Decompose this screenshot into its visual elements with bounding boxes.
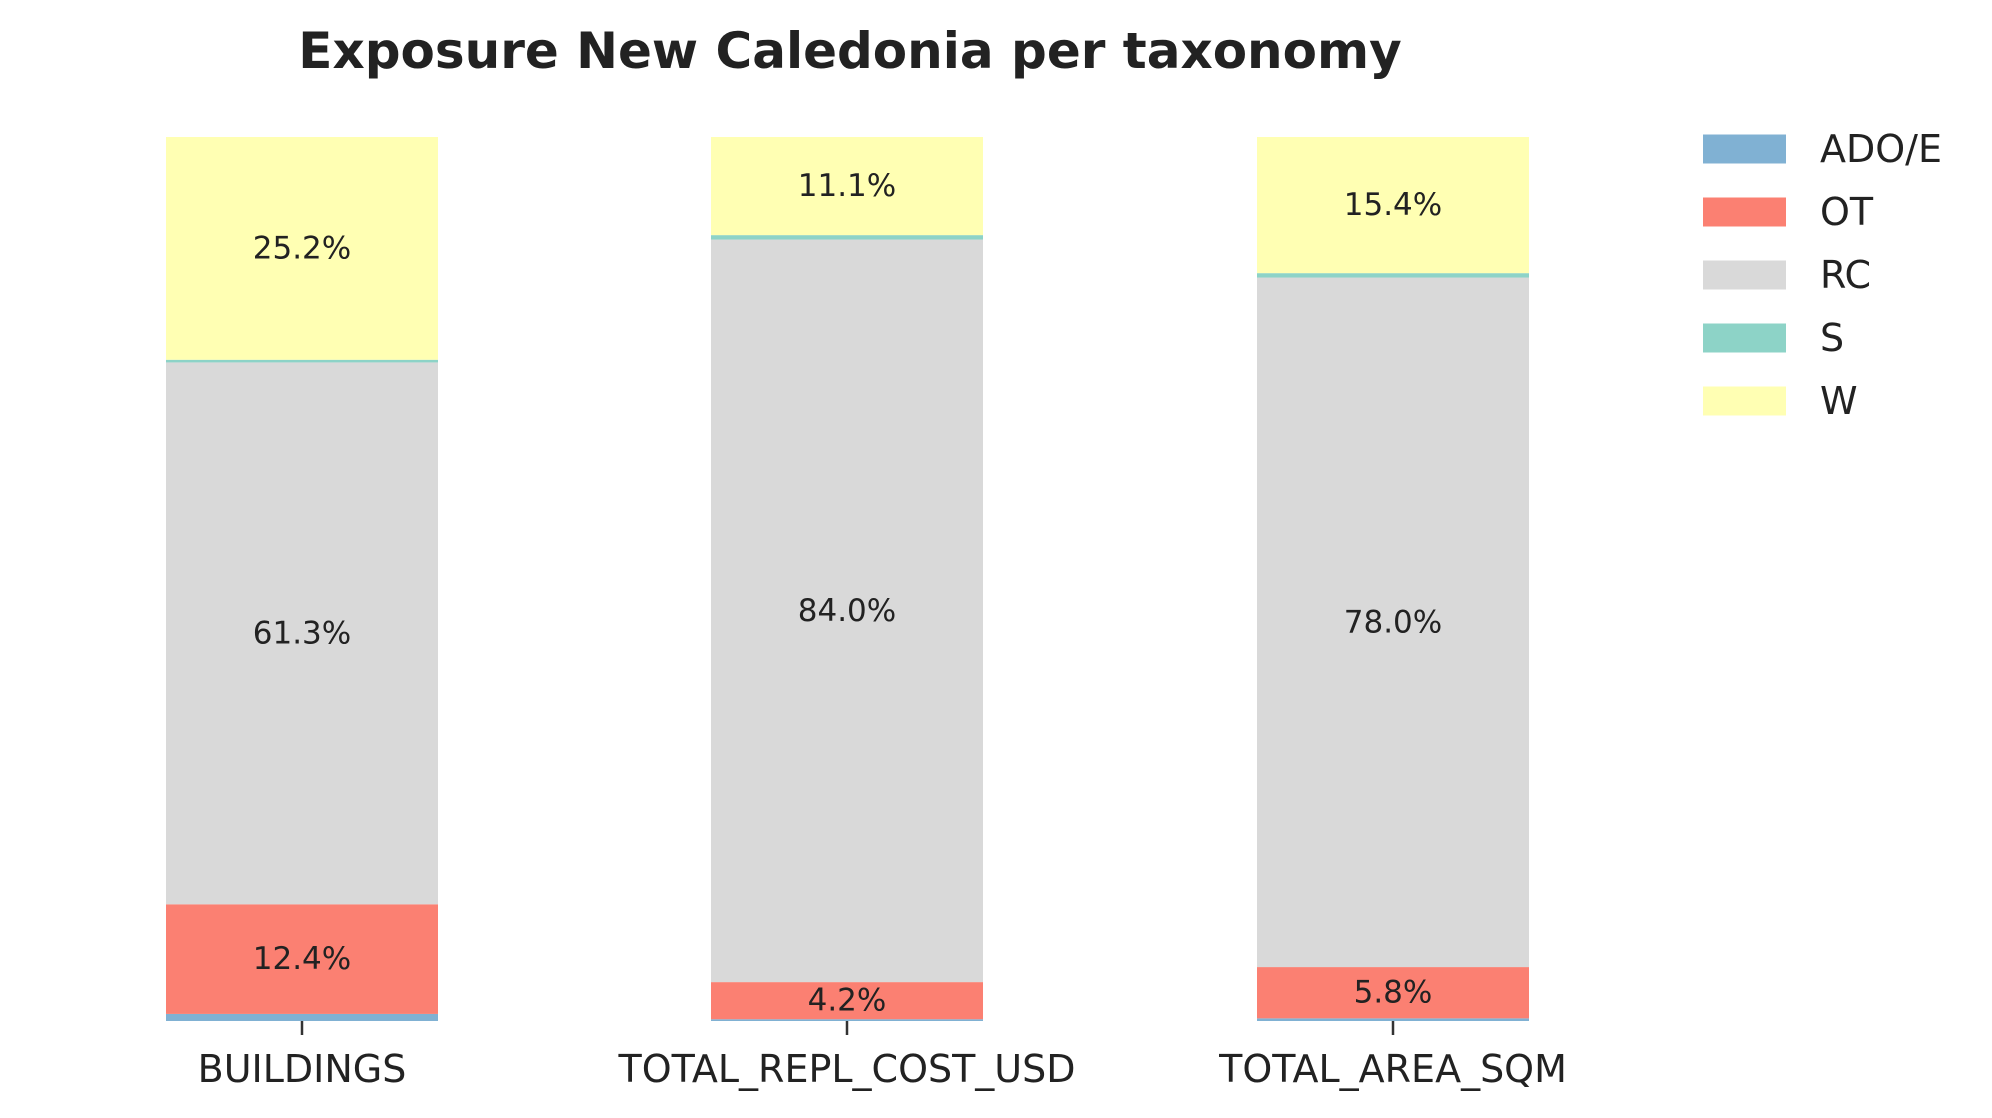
legend-swatch	[1703, 386, 1786, 416]
data-label: 61.3%	[253, 615, 351, 651]
legend-entry: ADO/E	[1703, 127, 1942, 171]
bar-segment	[1257, 967, 1529, 1019]
legend-swatch	[1703, 260, 1786, 290]
bar-segment	[166, 1013, 438, 1021]
x-axis: BUILDINGS TOTAL_REPL_COST_USD TOTAL_AREA_S…	[198, 1021, 1567, 1091]
bar-segment	[711, 1019, 983, 1021]
bar-segment	[166, 137, 438, 360]
bar-segment	[711, 235, 983, 240]
x-tick-label: BUILDINGS	[198, 1047, 407, 1091]
legend-entry: OT	[1703, 190, 1874, 234]
legend-entry: W	[1703, 379, 1858, 423]
legend-label: ADO/E	[1820, 127, 1942, 171]
data-label: 15.4%	[1344, 187, 1442, 223]
legend-swatch	[1703, 197, 1786, 227]
bar-segment	[711, 137, 983, 236]
bars-layer	[166, 137, 1529, 1021]
bar-segment	[711, 982, 983, 1020]
data-label: 84.0%	[798, 593, 896, 629]
legend-swatch	[1703, 323, 1786, 353]
bar-segment	[166, 904, 438, 1014]
data-label: 4.2%	[808, 983, 887, 1019]
data-labels-layer: 12.4% 61.3% 25.2% 4.2% 84.0% 11.1% 5.8% 78.0% 15…	[253, 168, 1442, 1019]
x-tick-label: TOTAL_AREA_SQM	[1218, 1047, 1567, 1091]
legend-entry: RC	[1703, 253, 1871, 297]
bar-segment	[166, 362, 438, 905]
x-tick-label: TOTAL_REPL_COST_USD	[617, 1047, 1075, 1091]
legend: ADO/E OT RC SW	[1703, 127, 1942, 423]
legend-label: S	[1820, 316, 1844, 360]
bar-segment	[1257, 1018, 1529, 1021]
data-label: 5.8%	[1354, 975, 1433, 1011]
legend-label: W	[1820, 379, 1858, 423]
bar-segment	[1257, 137, 1529, 274]
legend-entry: S	[1703, 316, 1844, 360]
bar-segment	[166, 359, 438, 363]
legend-label: OT	[1820, 190, 1874, 234]
data-label: 78.0%	[1344, 604, 1442, 640]
data-label: 25.2%	[253, 230, 351, 266]
chart-title: Exposure New Caledonia per taxonomy	[298, 22, 1401, 80]
bar-segment	[711, 239, 983, 983]
bar-segment	[1257, 277, 1529, 968]
legend-label: RC	[1820, 253, 1871, 297]
data-label: 12.4%	[253, 941, 351, 977]
bar-segment	[1257, 273, 1529, 278]
legend-swatch	[1703, 134, 1786, 164]
data-label: 11.1%	[798, 168, 896, 204]
